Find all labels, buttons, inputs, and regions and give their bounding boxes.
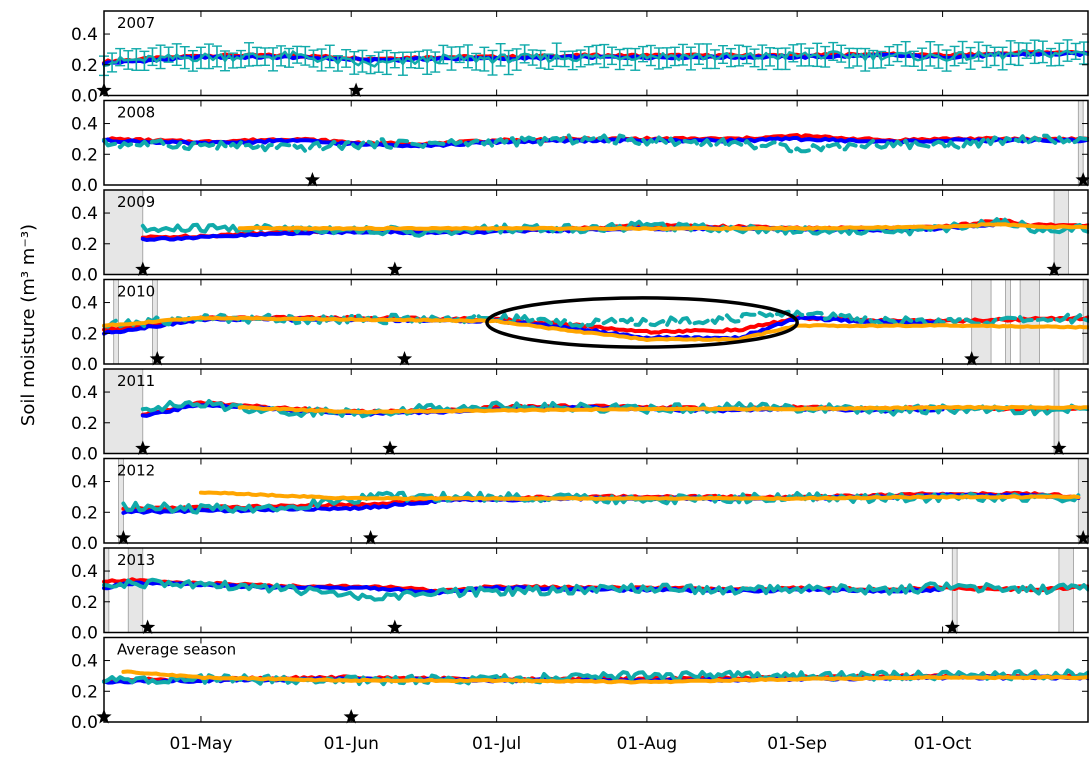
series-line-orange — [237, 404, 1089, 415]
series-orange — [237, 404, 1089, 415]
series-orange — [121, 669, 1089, 685]
y-tick-label: 0.2 — [71, 235, 98, 255]
panel-3: 0.0 0.2 0.4 2010 — [71, 278, 1089, 375]
event-marker-star — [135, 440, 151, 455]
panel-4: 0.0 0.2 0.4 2011 — [71, 368, 1089, 465]
series-orange — [102, 315, 1089, 342]
series-cyan — [99, 39, 1089, 77]
series-cyan — [102, 133, 1089, 154]
x-tick-label: 01-Jul — [472, 734, 521, 754]
y-tick-label: 0.0 — [71, 445, 98, 465]
y-tick-label: 0.0 — [71, 176, 98, 196]
event-marker-star — [1046, 261, 1062, 276]
event-marker-star — [304, 172, 320, 187]
series-line-orange — [237, 222, 1089, 231]
series-orange — [237, 222, 1089, 231]
x-tick-label: 01-Sep — [767, 734, 827, 754]
y-tick-label: 0.4 — [71, 383, 98, 403]
event-marker-star — [115, 530, 131, 545]
event-marker-star — [149, 351, 165, 366]
y-axis-label: Soil moisture (m³ m⁻³) — [18, 224, 39, 426]
y-tick-label: 0.2 — [71, 145, 98, 165]
y-tick-label: 0.2 — [71, 324, 98, 344]
y-tick-label: 0.0 — [71, 266, 98, 286]
event-marker-star — [382, 440, 398, 455]
panel-frame — [103, 368, 1089, 455]
x-tick-label: 01-Aug — [617, 734, 678, 754]
panel-label: 2010 — [117, 283, 155, 301]
y-tick-label: 0.4 — [71, 473, 98, 493]
panel-0: 0.0 0.2 0.4 2007 — [71, 10, 1089, 107]
y-tick-label: 0.0 — [71, 355, 98, 375]
panel-7: 0.0 0.2 0.4 Average season — [71, 636, 1089, 733]
panel-frame — [103, 189, 1089, 276]
y-tick-label: 0.2 — [71, 593, 98, 613]
event-marker-star — [1075, 530, 1089, 545]
series-line-blue — [102, 136, 1089, 149]
series-blue — [102, 136, 1089, 149]
x-tick-label: 01-May — [169, 734, 232, 754]
panel-label: Average season — [117, 641, 236, 659]
event-marker-star — [363, 530, 379, 545]
panel-frame — [103, 10, 1089, 97]
event-marker-star — [964, 351, 980, 366]
highlight-ellipse — [485, 296, 799, 349]
panel-label: 2008 — [117, 104, 155, 122]
panel-label: 2012 — [117, 462, 155, 480]
panel-6: 0.0 0.2 0.4 2013 — [71, 547, 1089, 644]
y-tick-label: 0.2 — [71, 503, 98, 523]
panel-frame — [103, 636, 1089, 723]
panel-frame — [103, 99, 1089, 186]
series-line-cyan — [102, 133, 1089, 154]
panel-label: 2013 — [117, 551, 155, 569]
event-marker-star — [387, 619, 403, 634]
series-line-orange — [198, 490, 1081, 502]
event-marker-star — [396, 351, 413, 366]
event-marker-star — [135, 261, 151, 276]
panel-label: 2009 — [117, 193, 155, 211]
series-line-cyan — [102, 577, 1089, 602]
y-tick-label: 0.0 — [71, 713, 98, 733]
y-tick-label: 0.4 — [71, 25, 98, 45]
event-marker-star — [140, 619, 156, 634]
event-marker-star — [1075, 172, 1089, 187]
event-marker-star — [348, 82, 364, 97]
panel-frame — [103, 278, 1089, 365]
y-tick-label: 0.4 — [71, 294, 98, 314]
y-tick-label: 0.4 — [71, 652, 98, 672]
panel-label: 2007 — [117, 14, 155, 32]
series-line-orange — [102, 315, 1089, 342]
y-tick-label: 0.2 — [71, 414, 98, 434]
series-line-cyan — [102, 309, 1089, 329]
data-gap-0 — [103, 189, 144, 275]
x-axis: 01-May 01-Jun 01-Jul 01-Aug 01-Sep 01-Oct — [169, 734, 971, 754]
panel-2: 0.0 0.2 0.4 2009 — [71, 189, 1089, 286]
panel-label: 2011 — [117, 372, 155, 390]
panel-1: 0.0 0.2 0.4 2008 — [71, 99, 1089, 196]
y-tick-label: 0.2 — [71, 682, 98, 702]
x-tick-label: 01-Jun — [324, 734, 379, 754]
y-tick-label: 0.0 — [71, 87, 98, 107]
event-marker-star — [944, 619, 960, 634]
panel-5: 0.0 0.2 0.4 2012 — [71, 457, 1089, 554]
y-tick-label: 0.4 — [71, 115, 98, 135]
series-cyan — [102, 577, 1089, 602]
panel-frame — [103, 457, 1089, 544]
series-cyan — [102, 309, 1089, 329]
x-tick-label: 01-Oct — [914, 734, 972, 754]
series-orange — [198, 490, 1081, 502]
series-line-cyan — [102, 48, 1089, 68]
event-marker-star — [1051, 440, 1067, 455]
y-tick-label: 0.4 — [71, 204, 98, 224]
y-tick-label: 0.0 — [71, 624, 98, 644]
panels-group: 0.00.20.420070.00.20.420080.00.20.420090… — [71, 10, 1089, 733]
event-marker-star — [387, 261, 403, 276]
y-tick-label: 0.4 — [71, 562, 98, 582]
y-tick-label: 0.2 — [71, 56, 98, 76]
series-line-orange — [121, 669, 1089, 685]
y-tick-label: 0.0 — [71, 534, 98, 554]
panel-frame — [103, 547, 1089, 634]
